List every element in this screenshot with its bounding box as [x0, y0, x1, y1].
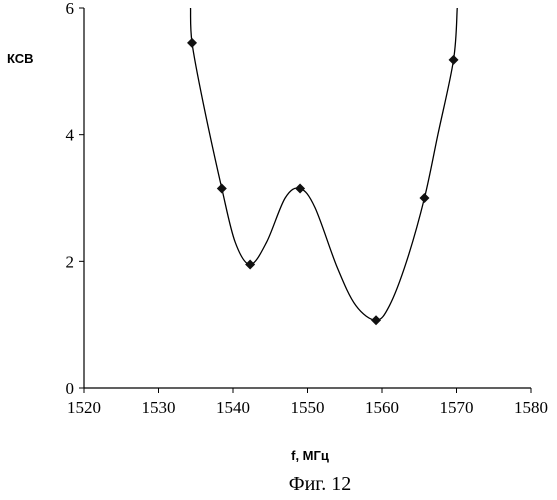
y-tick-label: 4	[66, 126, 75, 145]
x-tick-label: 1560	[365, 398, 399, 417]
x-axis-label: f, МГц	[291, 448, 329, 463]
axes	[84, 8, 531, 388]
data-point-marker	[245, 260, 255, 270]
data-point-marker	[449, 55, 459, 65]
data-markers	[187, 38, 458, 325]
data-point-marker	[295, 184, 305, 194]
data-point-marker	[419, 193, 429, 203]
ticks	[79, 8, 531, 393]
y-axis-label: КСВ	[7, 51, 34, 66]
data-point-marker	[217, 184, 227, 194]
x-tick-label: 1520	[67, 398, 101, 417]
y-tick-label: 2	[66, 252, 75, 271]
y-tick-label: 0	[66, 379, 75, 398]
x-tick-label: 1550	[291, 398, 325, 417]
x-tick-label: 1580	[514, 398, 548, 417]
x-tick-label: 1570	[440, 398, 474, 417]
vswr-curve	[191, 8, 458, 320]
tick-labels: 1520 1530 1540 1550 1560 1570 1580 0 2 4 6	[66, 0, 549, 417]
x-tick-label: 1540	[216, 398, 250, 417]
y-tick-label: 6	[66, 0, 75, 18]
x-tick-label: 1530	[142, 398, 176, 417]
data-point-marker	[371, 315, 381, 325]
figure-caption: Фиг. 12	[289, 473, 351, 495]
data-point-marker	[187, 38, 197, 48]
